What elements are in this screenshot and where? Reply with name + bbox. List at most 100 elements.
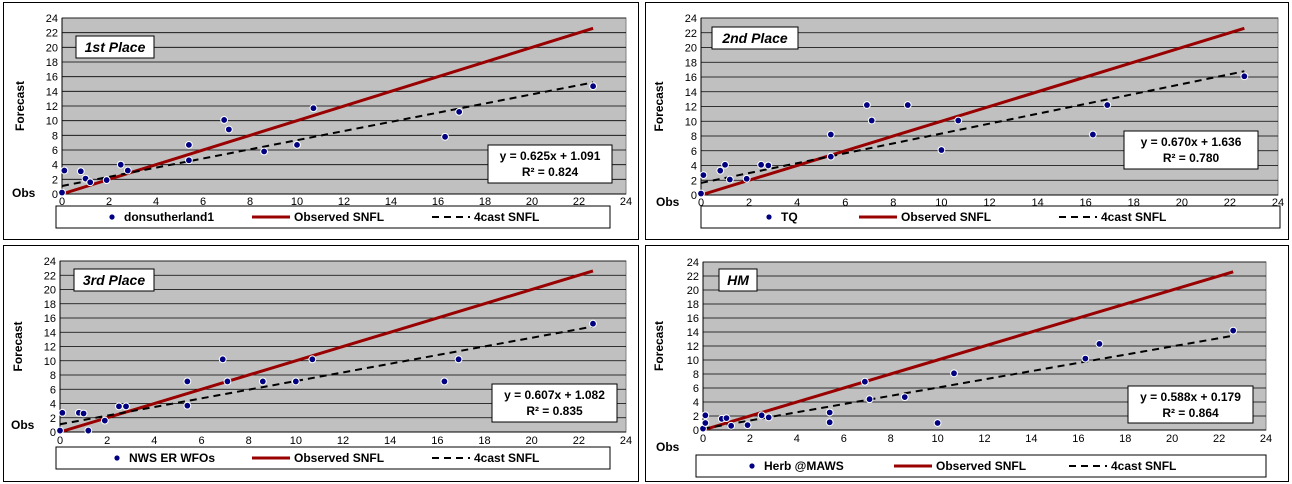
y-axis-label: Forecast (652, 81, 666, 131)
x-axis-label: Obs (12, 186, 36, 200)
data-point (722, 414, 731, 423)
data-point (1088, 130, 1097, 139)
x-axis-label: Obs (656, 195, 680, 209)
forecast-trend-line (700, 70, 1245, 184)
legend-label: 4cast SNFL (1111, 459, 1176, 473)
forecast-trend-line (61, 81, 594, 187)
data-point (58, 188, 66, 197)
x-tick-label: 20 (526, 196, 538, 208)
y-tick-label: 16 (685, 72, 697, 84)
legend-label: Observed SNFL (936, 459, 1026, 473)
y-tick-label: 14 (687, 327, 699, 339)
y-tick-label: 12 (46, 101, 58, 113)
x-tick-label: 20 (526, 435, 538, 447)
y-axis-label: Forecast (652, 321, 666, 371)
x-tick-label: 22 (573, 435, 585, 447)
y-tick-label: 2 (50, 413, 56, 425)
data-point (56, 426, 64, 435)
y-tick-label: 0 (693, 425, 699, 437)
data-point (223, 377, 232, 386)
observed-snfl-line (61, 26, 594, 196)
y-tick-label: 2 (691, 175, 697, 187)
y-tick-label: 8 (50, 370, 56, 382)
x-tick-label: 2 (747, 433, 753, 445)
legend-label: Observed SNFL (901, 210, 991, 224)
y-tick-label: 18 (44, 299, 56, 311)
trendline-equation: y = 0.588x + 0.179 (1140, 390, 1241, 404)
r-squared-value: R² = 0.864 (1162, 406, 1219, 420)
x-tick-label: 16 (431, 435, 443, 447)
data-point (79, 409, 88, 418)
legend-marker (114, 455, 120, 461)
x-tick-label: 22 (573, 196, 585, 208)
data-point (260, 147, 269, 156)
x-tick-label: 4 (153, 196, 159, 208)
y-tick-label: 8 (693, 369, 699, 381)
data-point (455, 107, 464, 116)
trendline-equation: y = 0.625x + 1.091 (500, 149, 601, 163)
data-point (757, 411, 766, 420)
y-tick-label: 12 (44, 342, 56, 354)
x-tick-label: 10 (931, 433, 943, 445)
data-point (867, 116, 876, 125)
y-tick-label: 6 (691, 146, 697, 158)
x-tick-label: 20 (1166, 433, 1178, 445)
data-point (115, 402, 123, 411)
x-tick-label: 24 (620, 196, 632, 208)
x-tick-label: 14 (1025, 433, 1037, 445)
x-tick-label: 8 (246, 435, 252, 447)
y-tick-label: 16 (46, 72, 58, 84)
data-point (123, 166, 132, 175)
data-point (697, 189, 705, 198)
y-tick-label: 12 (685, 102, 697, 114)
r-squared-value: R² = 0.780 (1163, 151, 1220, 165)
data-point (900, 393, 909, 402)
place-label: 1st Place (85, 39, 146, 55)
data-point (937, 146, 946, 154)
legend-label: Observed SNFL (294, 451, 384, 465)
y-tick-label: 24 (685, 13, 697, 25)
data-point (102, 176, 111, 184)
place-label: 2nd Place (721, 30, 788, 46)
data-point (218, 355, 227, 364)
y-tick-label: 10 (685, 116, 697, 128)
place-label: 3rd Place (83, 272, 145, 288)
data-point (826, 152, 835, 161)
y-tick-label: 2 (52, 174, 58, 186)
x-tick-label: 18 (1119, 433, 1131, 445)
x-tick-label: 18 (479, 196, 491, 208)
x-tick-label: 18 (478, 435, 490, 447)
data-point (309, 104, 318, 113)
y-tick-label: 4 (52, 160, 58, 172)
data-point (58, 408, 67, 417)
y-tick-label: 22 (46, 28, 58, 40)
legend-label: TQ (781, 210, 798, 224)
data-point (441, 132, 449, 141)
data-point (701, 411, 710, 420)
trendline-equation-box (487, 144, 613, 184)
legend-box (700, 205, 1281, 229)
data-point (826, 130, 835, 139)
data-point (825, 408, 834, 417)
chart-panel-hm: 0 2 4 6 8 10 12 14 16 18 20 22 24 0 2 4 6 8 10 12 14 16 18 20 22… (645, 245, 1289, 482)
data-point (954, 116, 963, 125)
x-tick-label: 22 (1213, 433, 1225, 445)
x-tick-label: 2 (104, 435, 110, 447)
observed-snfl-line (59, 269, 594, 434)
y-tick-label: 8 (52, 130, 58, 142)
x-tick-label: 12 (337, 435, 349, 447)
x-tick-label: 8 (888, 433, 894, 445)
x-tick-label: 10 (290, 435, 302, 447)
x-tick-label: 16 (432, 196, 444, 208)
data-point (589, 82, 597, 91)
data-point (183, 401, 192, 410)
data-point (1095, 340, 1104, 348)
data-point (589, 319, 597, 328)
data-point (727, 421, 736, 430)
legend-label: NWS ER WFOs (129, 451, 215, 465)
data-point (185, 156, 193, 165)
legend-label: 4cast SNFL (1101, 210, 1166, 224)
x-tick-label: 8 (890, 197, 896, 209)
data-point (291, 377, 300, 386)
